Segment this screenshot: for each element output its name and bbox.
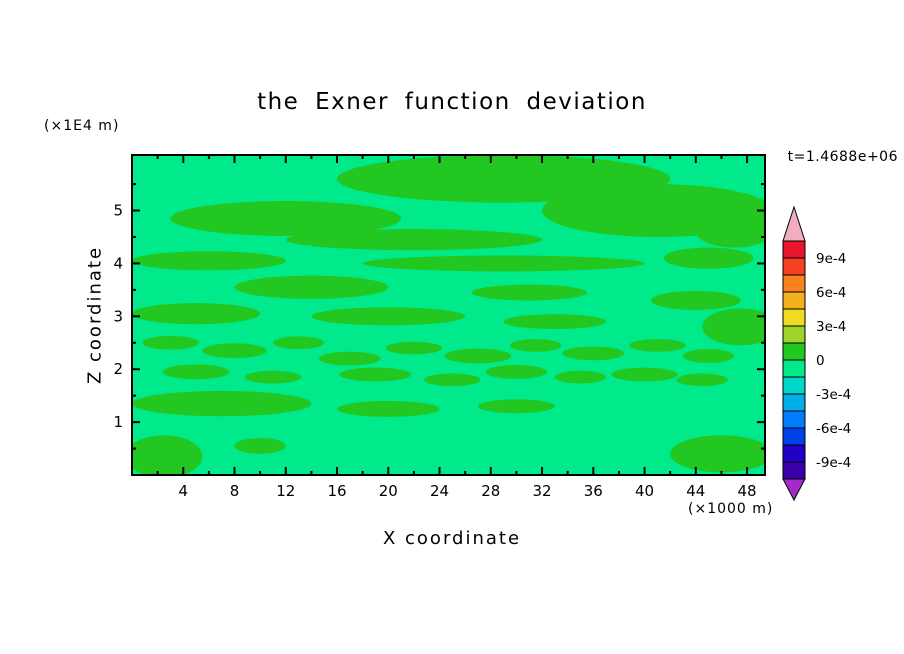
svg-text:9e-4: 9e-4: [816, 251, 846, 267]
x-axis-title: X coordinate: [382, 528, 522, 549]
svg-text:-3e-4: -3e-4: [816, 387, 851, 403]
svg-text:36: 36: [584, 482, 603, 500]
svg-text:4: 4: [113, 254, 123, 272]
y-axis-title: Z coordinate: [84, 245, 106, 385]
y-axis-unit-label: (×1E4 m): [44, 118, 120, 134]
y-tick-labels: 1 2 3 4 5: [113, 202, 123, 432]
svg-text:24: 24: [430, 482, 449, 500]
chart-title: the Exner function deviation: [257, 89, 647, 115]
svg-text:-6e-4: -6e-4: [816, 421, 851, 437]
svg-text:48: 48: [738, 482, 757, 500]
x-tick-labels: 4 8 12 16 20 24 28 32 36 40 44 48: [178, 482, 756, 500]
contour-field: [132, 155, 765, 475]
svg-text:3: 3: [113, 307, 123, 325]
svg-text:20: 20: [379, 482, 398, 500]
colorbar-under-arrow: [782, 478, 806, 502]
svg-text:-9e-4: -9e-4: [816, 455, 851, 471]
svg-text:32: 32: [532, 482, 551, 500]
svg-text:8: 8: [230, 482, 240, 500]
svg-text:16: 16: [327, 482, 346, 500]
svg-text:0: 0: [816, 353, 825, 369]
svg-text:4: 4: [178, 482, 188, 500]
svg-text:28: 28: [481, 482, 500, 500]
svg-text:6e-4: 6e-4: [816, 285, 846, 301]
colorbar-bands: [782, 240, 806, 480]
svg-text:3e-4: 3e-4: [816, 319, 846, 335]
plot-border: [131, 154, 766, 476]
svg-text:5: 5: [113, 202, 123, 220]
time-annotation: t=1.4688e+06: [787, 149, 898, 165]
svg-text:44: 44: [686, 482, 705, 500]
svg-text:1: 1: [113, 413, 123, 431]
colorbar-labels: 9e-4 6e-4 3e-4 0 -3e-4 -6e-4 -9e-4: [816, 251, 851, 471]
svg-text:40: 40: [635, 482, 654, 500]
svg-text:12: 12: [276, 482, 295, 500]
svg-text:2: 2: [113, 360, 123, 378]
colorbar: 9e-4 6e-4 3e-4 0 -3e-4 -6e-4 -9e-4: [782, 205, 851, 502]
colorbar-over-arrow: [782, 205, 806, 242]
x-axis-unit-label: (×1000 m): [688, 501, 774, 517]
